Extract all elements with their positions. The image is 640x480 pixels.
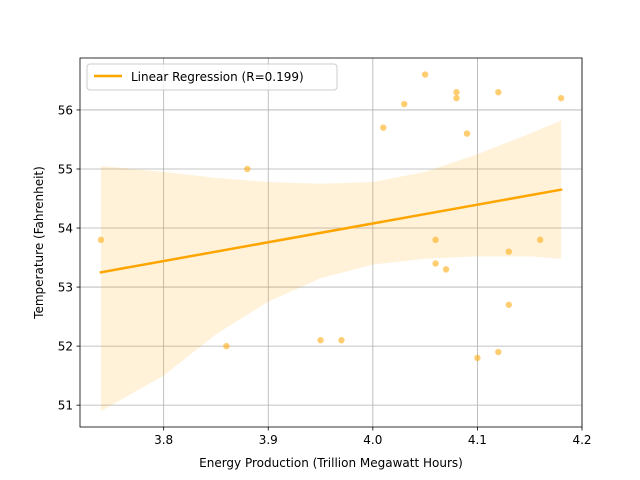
confidence-band-layer [100, 120, 562, 412]
x-tick-label: 4.1 [468, 433, 487, 447]
scatter-point [463, 130, 471, 137]
legend-label: Linear Regression (R=0.199) [131, 70, 304, 84]
scatter-point [432, 260, 439, 267]
scatter-point [442, 266, 450, 273]
scatter-point [244, 165, 251, 173]
x-tick-label: 3.8 [154, 433, 173, 447]
legend: Linear Regression (R=0.199) [86, 63, 338, 91]
x-tick-label: 4.2 [572, 433, 591, 447]
y-tick-label: 55 [58, 162, 73, 176]
scatter-points-layer [97, 71, 565, 362]
y-axis-ticks: 51 52 53 54 55 56 [58, 103, 80, 413]
x-tick-label: 4.0 [363, 433, 382, 447]
confidence-band [100, 120, 562, 412]
scatter-point [505, 248, 512, 255]
scatter-point [97, 236, 105, 244]
scatter-point [495, 89, 502, 96]
scatter-point [223, 342, 230, 350]
scatter-point [536, 236, 544, 244]
plot-frame [79, 57, 583, 428]
regression-line [99, 188, 563, 274]
x-axis-label: Energy Production (Trillion Megawatt Hou… [199, 456, 463, 470]
scatter-point [317, 337, 324, 344]
scatter-point [338, 337, 345, 344]
scatter-point [432, 236, 439, 244]
regression-line-layer [99, 188, 563, 274]
y-tick-label: 51 [58, 399, 73, 413]
scatter-point [401, 100, 408, 108]
x-tick-label: 3.9 [259, 433, 278, 447]
y-tick-label: 54 [58, 222, 73, 236]
x-axis-ticks: 3.8 3.9 4.0 4.1 4.2 [154, 427, 592, 447]
scatter-point [421, 71, 429, 78]
y-tick-label: 52 [58, 340, 73, 354]
scatter-point [505, 301, 512, 308]
legend-box [86, 63, 338, 91]
scatter-point [495, 348, 502, 356]
scatter-point [453, 94, 460, 102]
scatter-point [380, 124, 387, 131]
y-tick-label: 53 [58, 281, 73, 295]
y-tick-label: 56 [58, 103, 73, 117]
scatter-point [557, 94, 565, 102]
scatter-point [474, 354, 481, 362]
y-axis-label: Temperature (Fahrenheit) [32, 166, 46, 320]
scatter-point [453, 89, 460, 96]
